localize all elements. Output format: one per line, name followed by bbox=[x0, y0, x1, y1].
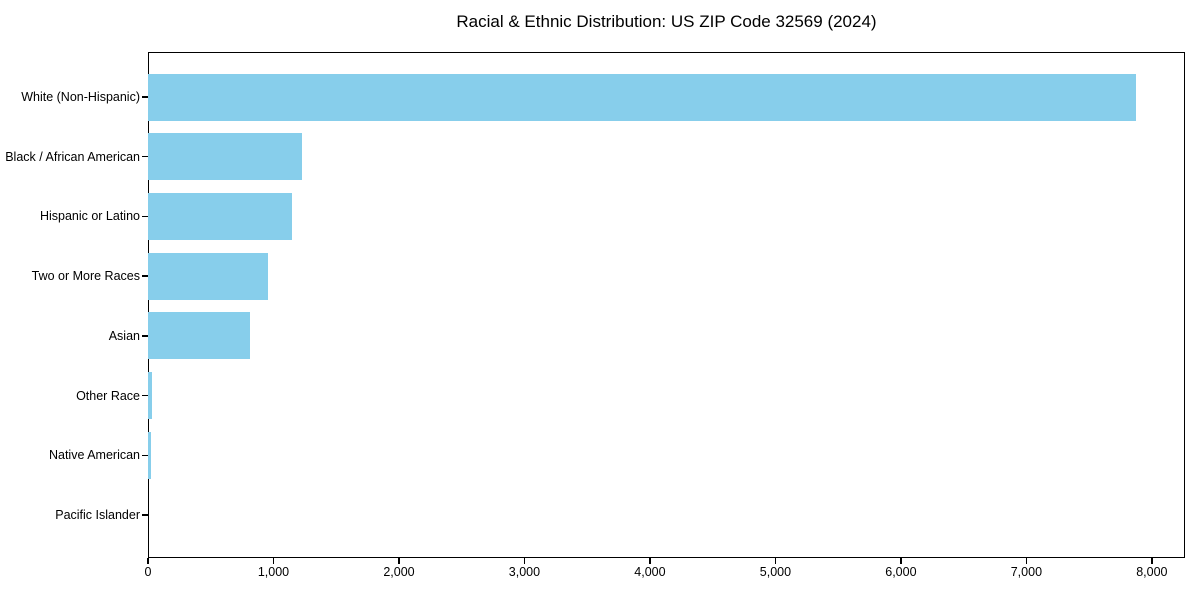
y-tick-label: Asian bbox=[108, 328, 140, 343]
y-tick-label: Black / African American bbox=[5, 149, 140, 164]
x-tick-mark bbox=[1025, 558, 1028, 564]
x-tick-mark bbox=[272, 558, 275, 564]
bar-3 bbox=[148, 252, 268, 300]
x-tick-label: 3,000 bbox=[508, 565, 541, 579]
x-tick-label: 8,000 bbox=[1136, 565, 1168, 579]
x-tick-label: 4,000 bbox=[634, 565, 666, 579]
y-tick-mark bbox=[142, 96, 148, 98]
y-tick-label: Other Race bbox=[76, 388, 140, 403]
bar-4 bbox=[148, 312, 250, 360]
y-tick-label: Native American bbox=[48, 448, 140, 463]
x-tick-mark bbox=[1151, 558, 1153, 564]
x-tick-label: 5,000 bbox=[759, 565, 792, 579]
y-tick-mark bbox=[142, 514, 148, 516]
x-tick-mark bbox=[649, 558, 651, 564]
bar-2 bbox=[148, 192, 292, 240]
y-tick-label: Pacific Islander bbox=[55, 507, 140, 522]
x-tick-label: 2,000 bbox=[383, 565, 415, 579]
x-tick-mark bbox=[398, 558, 400, 564]
bars-layer bbox=[148, 52, 1185, 558]
x-tick-mark bbox=[774, 558, 777, 564]
y-tick-mark bbox=[142, 394, 148, 397]
x-tick-mark bbox=[147, 558, 149, 564]
bar-1 bbox=[148, 133, 303, 181]
x-tick-label: 0 bbox=[144, 565, 152, 579]
y-tick-mark bbox=[142, 155, 148, 158]
x-tick-label: 1,000 bbox=[257, 565, 290, 579]
bar-6 bbox=[148, 431, 151, 479]
plot-area bbox=[148, 52, 1185, 558]
y-tick-mark bbox=[142, 275, 148, 277]
y-tick-label: Hispanic or Latino bbox=[39, 209, 140, 224]
bar-5 bbox=[148, 372, 152, 420]
y-tick-label: White (Non-Hispanic) bbox=[21, 90, 140, 104]
bar-0 bbox=[148, 73, 1136, 121]
y-tick-mark bbox=[142, 335, 148, 337]
y-tick-mark bbox=[142, 454, 148, 457]
chart-title: Racial & Ethnic Distribution: US ZIP Cod… bbox=[456, 12, 877, 31]
y-tick-mark bbox=[142, 215, 148, 218]
x-tick-label: 7,000 bbox=[1010, 565, 1043, 579]
x-tick-mark bbox=[900, 558, 902, 564]
x-tick-mark bbox=[523, 558, 526, 564]
y-tick-label: Two or More Races bbox=[31, 269, 140, 284]
x-tick-label: 6,000 bbox=[885, 565, 917, 579]
